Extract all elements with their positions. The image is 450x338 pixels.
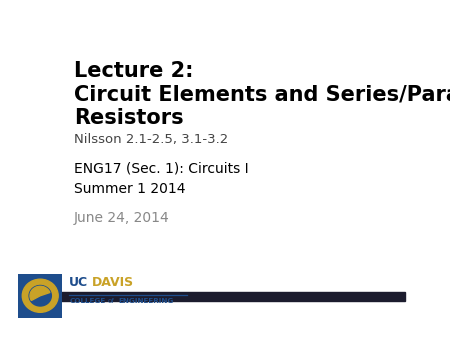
- Text: Circuit Elements and Series/Parallel: Circuit Elements and Series/Parallel: [74, 85, 450, 105]
- Bar: [56, 292, 405, 301]
- Text: COLLEGE: COLLEGE: [69, 298, 106, 304]
- Text: Lecture 2:: Lecture 2:: [74, 62, 193, 81]
- Text: DAVIS: DAVIS: [91, 276, 134, 289]
- Text: June 24, 2014: June 24, 2014: [74, 211, 170, 225]
- Circle shape: [29, 286, 51, 306]
- Text: ENGINEERING: ENGINEERING: [118, 298, 173, 304]
- Text: Summer 1 2014: Summer 1 2014: [74, 183, 185, 196]
- Bar: [18, 274, 63, 318]
- Wedge shape: [30, 286, 50, 300]
- Text: ENG17 (Sec. 1): Circuits I: ENG17 (Sec. 1): Circuits I: [74, 162, 248, 175]
- Text: Nilsson 2.1-2.5, 3.1-3.2: Nilsson 2.1-2.5, 3.1-3.2: [74, 133, 228, 146]
- Text: Resistors: Resistors: [74, 108, 183, 128]
- Text: of: of: [108, 298, 115, 304]
- Text: UC: UC: [69, 276, 89, 289]
- Circle shape: [22, 279, 58, 312]
